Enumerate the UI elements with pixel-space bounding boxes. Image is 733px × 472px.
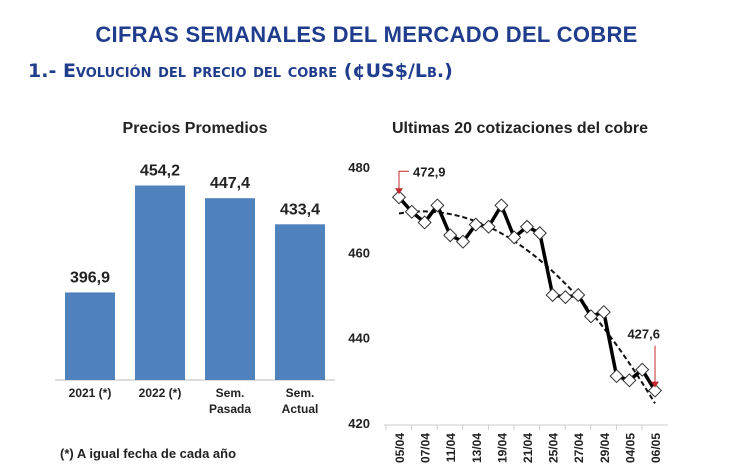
annotation-label: 427,6 xyxy=(627,327,660,342)
bar-category-label: Actual xyxy=(282,402,319,416)
y-tick-label: 460 xyxy=(348,245,370,260)
bar-category-label: 2021 (*) xyxy=(69,386,112,400)
x-tick-label: 19/04 xyxy=(495,433,509,463)
bar-category-label: Pasada xyxy=(209,402,251,416)
data-point-marker xyxy=(571,287,586,303)
data-point-marker xyxy=(647,383,663,398)
data-point-marker xyxy=(404,204,419,219)
y-tick-label: 420 xyxy=(348,416,370,431)
data-point-marker xyxy=(481,219,496,234)
data-point-marker xyxy=(545,287,560,303)
bar-value-label: 433,4 xyxy=(280,201,320,218)
data-point-marker xyxy=(443,228,458,243)
data-point-marker xyxy=(468,217,483,232)
page-title: CIFRAS SEMANALES DEL MERCADO DEL COBRE xyxy=(95,22,638,47)
x-tick-label: 13/04 xyxy=(470,433,484,463)
bar-value-label: 396,9 xyxy=(70,269,110,286)
bar-category-label: Sem. xyxy=(286,386,315,400)
data-point-marker xyxy=(635,362,650,377)
x-tick-label: 05/04 xyxy=(393,433,407,463)
x-tick-label: 27/04 xyxy=(572,433,586,463)
bar-category-label: 2022 (*) xyxy=(139,386,182,400)
data-point-marker xyxy=(391,190,407,205)
arrow-head-icon xyxy=(651,381,659,388)
bar-chart-title: Precios Promedios xyxy=(122,120,268,137)
bar-value-label: 454,2 xyxy=(140,162,180,179)
footnote: (*) A igual fecha de cada año xyxy=(60,446,237,461)
y-tick-label: 480 xyxy=(348,160,370,175)
data-point-marker xyxy=(455,234,471,249)
annotation-label: 472,9 xyxy=(413,164,446,179)
x-tick-label: 25/04 xyxy=(547,433,561,463)
data-point-marker xyxy=(519,219,535,234)
x-tick-label: 07/04 xyxy=(419,433,433,463)
x-tick-label: 04/05 xyxy=(623,433,637,463)
data-point-marker xyxy=(622,373,637,388)
x-tick-label: 29/04 xyxy=(598,433,612,463)
bar-category-label: Sem. xyxy=(216,386,245,400)
data-point-marker xyxy=(417,215,432,230)
x-tick-label: 21/04 xyxy=(521,433,535,463)
y-tick-label: 440 xyxy=(348,331,370,346)
x-tick-label: 06/05 xyxy=(649,433,663,463)
bar xyxy=(65,292,115,380)
bar xyxy=(135,185,185,380)
data-point-marker xyxy=(532,226,547,241)
data-point-marker xyxy=(507,230,522,245)
line-chart-title: Ultimas 20 cotizaciones del cobre xyxy=(391,120,649,137)
data-point-marker xyxy=(430,198,445,213)
data-point-marker xyxy=(609,368,624,384)
data-point-marker xyxy=(596,304,611,320)
bar xyxy=(205,198,255,380)
section-subtitle: 1.- Evolución del precio del cobre (¢US$… xyxy=(28,60,453,82)
annotation-arrow xyxy=(398,170,409,192)
data-point-marker xyxy=(583,309,599,324)
data-point-marker xyxy=(494,198,509,213)
data-point-marker xyxy=(558,290,573,305)
x-tick-label: 11/04 xyxy=(444,433,458,463)
bar-value-label: 447,4 xyxy=(210,175,250,192)
bar xyxy=(275,224,325,380)
arrow-head-icon xyxy=(395,188,403,195)
